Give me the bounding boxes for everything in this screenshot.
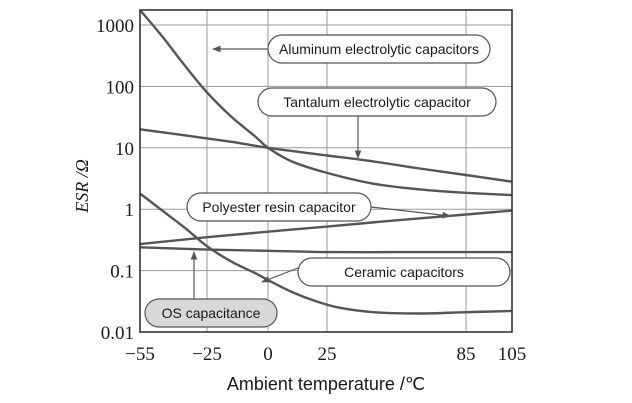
annotation-box — [257, 87, 497, 117]
series-line-ceramic-capacitors — [139, 246, 512, 254]
annotation-label: OS capacitance — [162, 305, 261, 321]
series-layer — [139, 9, 513, 315]
annotation-arrow — [261, 267, 299, 283]
y-tick-label: 10 — [115, 139, 134, 160]
annotations: Aluminum electrolytic capacitors Tantalum… — [144, 34, 511, 328]
tick-labels: −55 −25 0 25 85 105 0.01 0.1 1 10 100 1000 — [96, 16, 526, 365]
x-tick-label: −55 — [125, 344, 155, 365]
series-line-os-capacitance — [139, 192, 513, 315]
annotation-label: Tantalum electrolytic capacitor — [283, 94, 471, 110]
plot-frame — [139, 9, 513, 333]
y-tick-label: 0.01 — [101, 323, 134, 344]
y-tick-label: 1 — [125, 200, 135, 221]
y-tick-label: 100 — [106, 77, 135, 98]
annotation-box — [297, 257, 511, 287]
annotation-label: Aluminum electrolytic capacitors — [279, 41, 479, 57]
x-tick-label: −25 — [192, 344, 222, 365]
annotation-box — [186, 192, 372, 222]
y-tick-label: 1000 — [96, 16, 134, 37]
series-line-polyester-resin-capacitor — [139, 209, 513, 246]
annotation-arrow — [370, 206, 451, 219]
annotation-box — [267, 34, 491, 64]
x-tick-label: 0 — [263, 344, 273, 365]
x-tick-label: 25 — [318, 344, 337, 365]
x-tick-label: 105 — [498, 344, 527, 365]
annotation-box — [144, 298, 278, 328]
x-axis-title: Ambient temperature /℃ — [227, 374, 425, 394]
x-tick-label: 85 — [457, 344, 476, 365]
y-axis-title: ESR /Ω — [72, 159, 92, 214]
annotation-label: Ceramic capacitors — [344, 264, 464, 280]
y-tick-label: 0.1 — [110, 262, 134, 283]
series-line-tantalum-electrolytic-capacitor — [139, 128, 513, 183]
annotation-label: Polyester resin capacitor — [202, 199, 356, 215]
